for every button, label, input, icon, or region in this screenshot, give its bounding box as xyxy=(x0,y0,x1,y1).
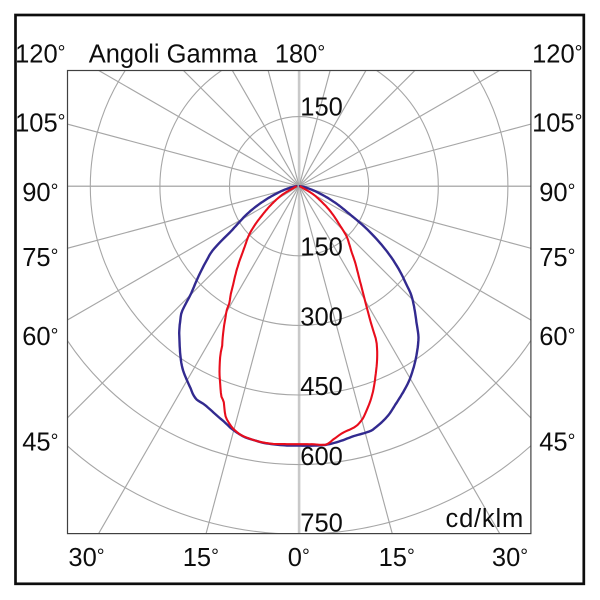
svg-text:180°: 180° xyxy=(275,40,325,68)
svg-text:150: 150 xyxy=(300,234,343,262)
svg-text:450: 450 xyxy=(300,373,343,401)
svg-text:300: 300 xyxy=(300,303,343,331)
svg-text:750: 750 xyxy=(300,510,343,538)
svg-text:120°: 120° xyxy=(15,40,65,68)
svg-text:0°: 0° xyxy=(288,544,310,572)
svg-text:105°: 105° xyxy=(532,109,582,137)
svg-text:150: 150 xyxy=(300,94,343,122)
svg-text:105°: 105° xyxy=(15,109,65,137)
svg-text:Angoli Gamma: Angoli Gamma xyxy=(89,40,258,68)
svg-text:120°: 120° xyxy=(532,40,582,68)
svg-text:cd/klm: cd/klm xyxy=(446,505,524,533)
svg-text:600: 600 xyxy=(300,443,343,471)
